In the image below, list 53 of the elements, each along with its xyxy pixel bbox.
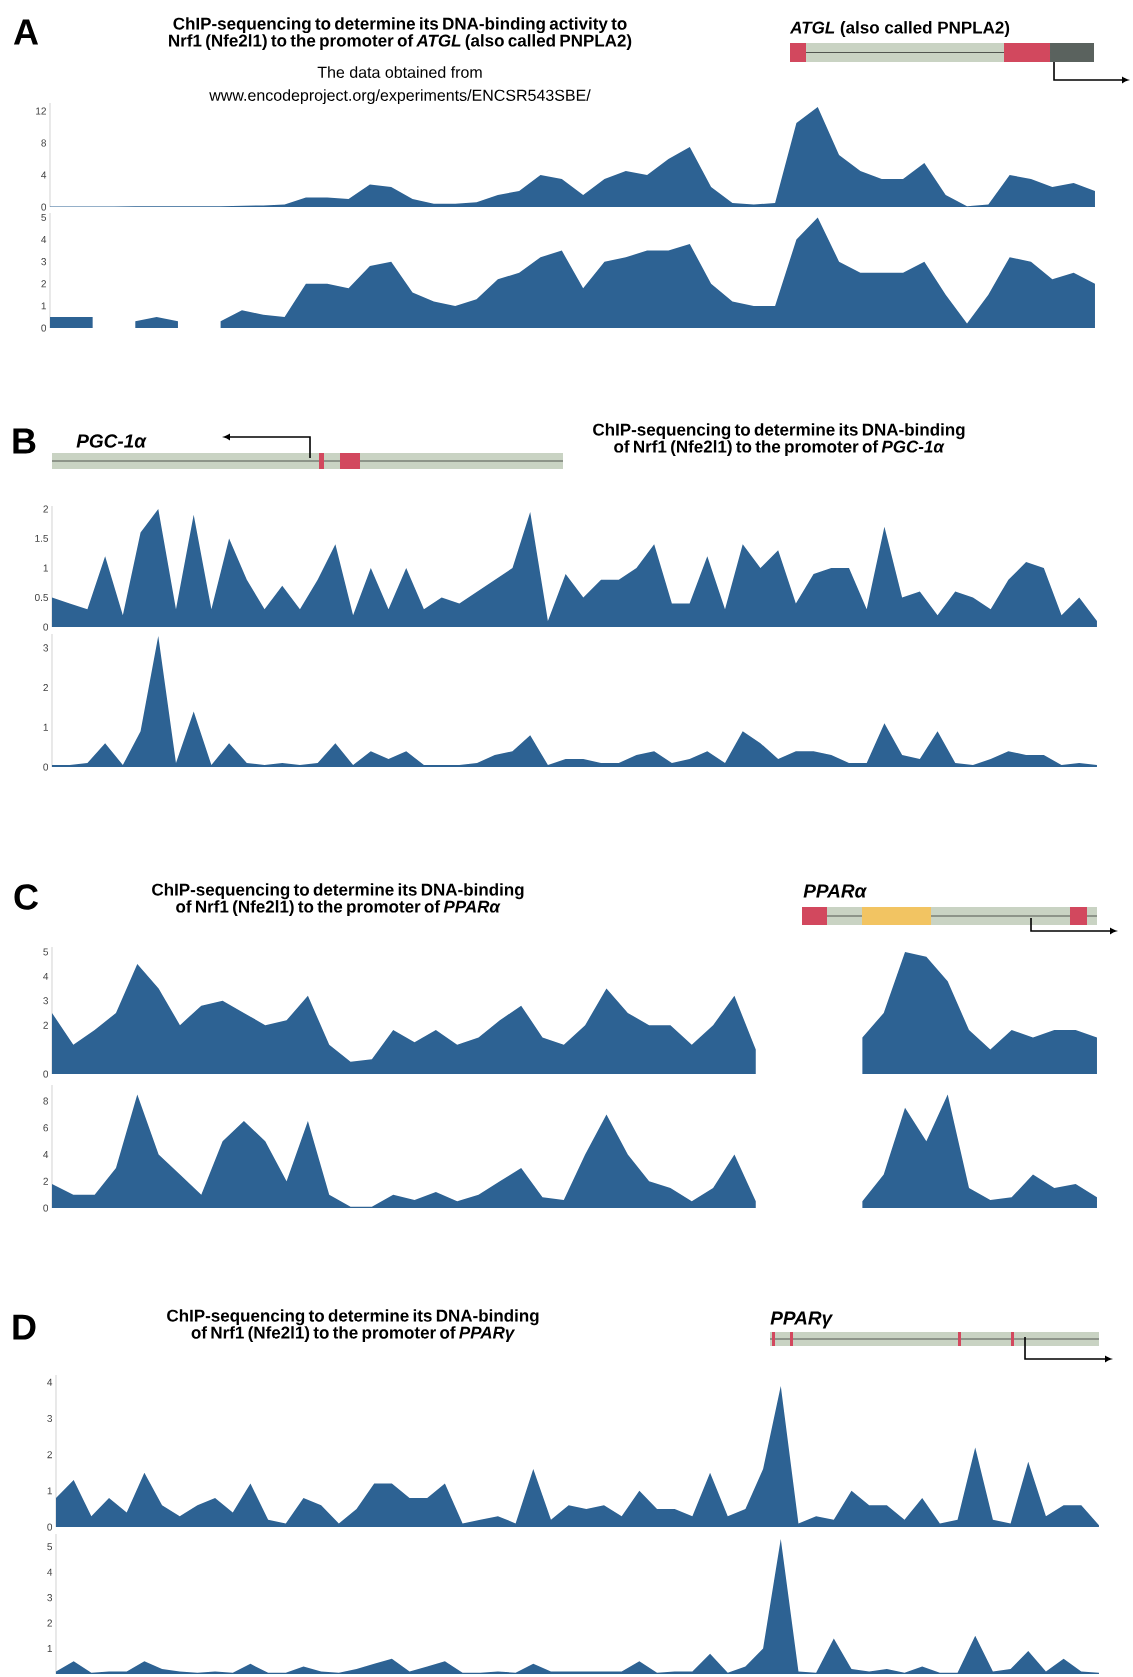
y-tick-label: 5 (41, 213, 47, 221)
y-tick-label: 3 (47, 1414, 53, 1422)
y-tick-label: 0 (43, 763, 49, 771)
chart-title: ChIP-sequencing to determine its DNA-binding of Nrf1 (Nfe2l1) to the promoter of PGC-1α (593, 423, 965, 456)
y-tick-label: 8 (43, 1097, 49, 1105)
text: D (13, 1314, 36, 1340)
y-tick-label: 2 (43, 505, 48, 513)
y-tick-label: 2 (43, 1177, 48, 1185)
y-tick-label: 4 (43, 972, 49, 980)
text: C (14, 884, 39, 910)
y-tick-label: 1 (43, 564, 48, 572)
y-tick-label: 0 (43, 623, 49, 631)
y-tick-label: 4 (43, 1151, 49, 1158)
y-tick-label: 8 (41, 139, 47, 147)
chart-title: ChIP-sequencing to determine its DNA-binding of Nrf1 (Nfe2l1) to the promoter of PPARα (152, 883, 524, 916)
text: PGC-1α (76, 434, 147, 448)
y-tick-label: 3 (43, 644, 49, 652)
text: B (13, 428, 36, 454)
text: ATGL (also called PNPLA2) (789, 21, 1010, 37)
y-tick-label: 0 (41, 324, 47, 332)
y-tick-label: 2 (43, 684, 48, 692)
y-tick-label: 2 (47, 1619, 52, 1627)
chart-title: ChIP-sequencing to determine its DNA-binding activity to Nrf1 (Nfe2l1) to the promoter of ATGL (also called PNPLA2) (169, 17, 632, 50)
y-tick-label: 0 (41, 203, 47, 211)
y-tick-label: 4 (47, 1378, 53, 1386)
y-tick-label: 4 (41, 236, 47, 243)
annotation: www.encodeproject.org/experiments/ENCSR543SBE/ (209, 89, 591, 105)
y-tick-label: 0 (47, 1523, 53, 1531)
y-tick-label: 3 (43, 997, 49, 1005)
y-tick-label: 6 (43, 1124, 49, 1132)
y-tick-label: 1 (41, 302, 46, 310)
y-tick-label: 1 (47, 1487, 52, 1495)
text: A (13, 19, 39, 45)
y-tick-label: 5 (43, 948, 49, 956)
y-tick-label: 3 (47, 1594, 53, 1602)
y-tick-label: 2 (41, 280, 46, 288)
chart-subtitle: The data obtained from (317, 66, 482, 78)
y-tick-label: 5 (47, 1543, 53, 1551)
y-tick-label: 2 (47, 1451, 52, 1459)
y-tick-label: 12 (36, 107, 46, 115)
y-tick-label: 0 (43, 1070, 49, 1078)
text: PPARγ (770, 1311, 833, 1329)
y-tick-label: 1 (47, 1645, 52, 1652)
y-tick-label: 0 (43, 1204, 49, 1212)
y-tick-label: 0.5 (34, 593, 49, 602)
y-tick-label: 2 (43, 1021, 48, 1029)
y-tick-label: 4 (47, 1568, 53, 1576)
y-tick-label: 1 (43, 723, 48, 731)
text: PPARα (803, 884, 868, 898)
chart-title: ChIP-sequencing to determine its DNA-binding of Nrf1 (Nfe2l1) to the promoter of PPARγ (167, 1309, 539, 1342)
y-tick-label: 3 (41, 258, 47, 266)
y-tick-label: 1.5 (35, 534, 49, 542)
y-tick-label: 4 (41, 171, 47, 179)
